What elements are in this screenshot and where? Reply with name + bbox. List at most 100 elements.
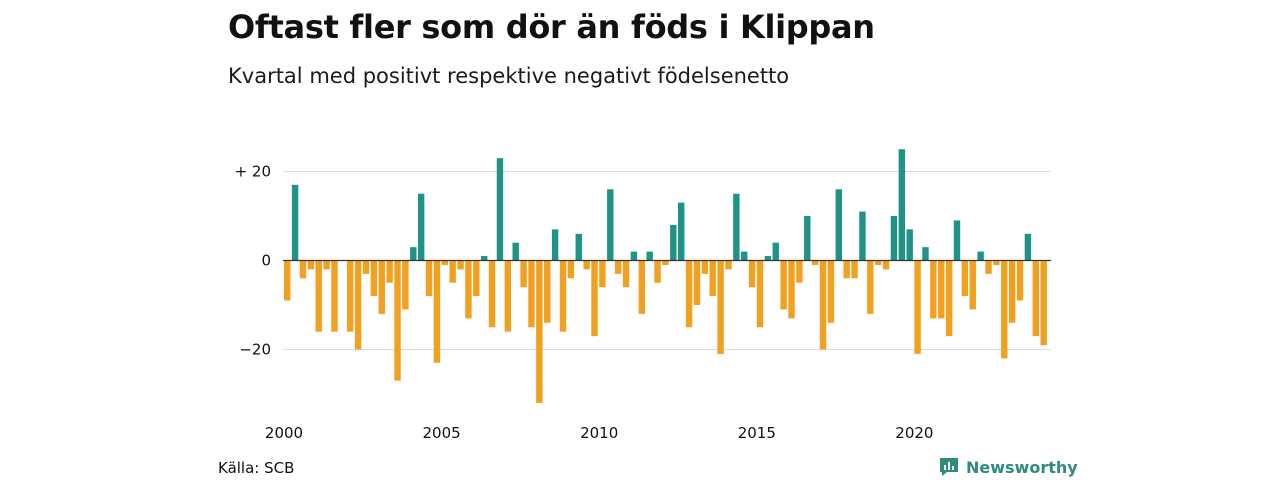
bar [583, 260, 590, 270]
bar [930, 260, 937, 319]
bar [977, 251, 984, 261]
bar [1032, 260, 1039, 337]
bar [638, 260, 645, 314]
bar [796, 260, 803, 283]
y-tick-label: 0 [261, 252, 271, 270]
bar [299, 260, 307, 279]
bar [741, 251, 748, 261]
bar [811, 260, 819, 265]
bar [441, 260, 448, 265]
bar [772, 242, 779, 261]
bar [670, 224, 677, 261]
bar [678, 202, 685, 261]
bar [851, 260, 858, 279]
chart-subtitle: Kvartal med positivt respektive negativt… [228, 64, 790, 88]
bar [859, 211, 866, 261]
bar [544, 260, 551, 323]
bar [599, 260, 606, 288]
source-note: Källa: SCB [218, 459, 295, 477]
bar [496, 158, 504, 261]
chart-title: Oftast fler som dör än föds i Klippan [228, 8, 875, 46]
bar [402, 260, 409, 310]
bar [867, 260, 874, 314]
bar [875, 260, 882, 265]
bar [520, 260, 527, 288]
bar [528, 260, 535, 328]
bar [1040, 260, 1047, 346]
bar [1016, 260, 1024, 301]
bar [504, 260, 512, 332]
bar [591, 260, 598, 337]
bar [788, 260, 795, 319]
bar [1008, 260, 1016, 323]
bar-chart-logo-icon [940, 458, 958, 476]
bar [291, 184, 299, 261]
bar [693, 260, 701, 305]
bar [764, 256, 772, 261]
bar [819, 260, 827, 350]
bar [370, 260, 378, 297]
x-tick-label: 2015 [738, 424, 776, 442]
bar [843, 260, 850, 279]
bar [386, 260, 393, 283]
y-tick-label: + 20 [235, 163, 271, 181]
bar [756, 260, 764, 328]
bar [457, 260, 464, 270]
bar [701, 260, 709, 274]
bar [654, 260, 661, 283]
bar [449, 260, 456, 283]
bar [307, 260, 315, 270]
x-tick-label: 2005 [423, 424, 461, 442]
bar [433, 260, 441, 363]
bar [993, 260, 1000, 265]
bar [607, 189, 614, 261]
x-tick-label: 2000 [265, 424, 303, 442]
bar [481, 256, 488, 261]
x-tick-label: 2020 [895, 424, 933, 442]
bar [945, 260, 953, 337]
bar [284, 260, 291, 301]
bar [953, 220, 961, 261]
bar [906, 229, 913, 261]
bar [890, 216, 898, 261]
bar [630, 251, 638, 261]
bar [914, 260, 921, 354]
bar [567, 260, 575, 279]
bar [662, 260, 669, 265]
bars [283, 149, 1051, 403]
bar [717, 260, 724, 354]
bar [473, 260, 480, 297]
bar [709, 260, 716, 297]
bar [922, 247, 929, 261]
bar [685, 260, 693, 328]
y-tick-label: −20 [239, 341, 271, 359]
brand-logo: Newsworthy [938, 456, 1078, 478]
bar [417, 193, 425, 261]
bar [938, 260, 945, 319]
bar [614, 260, 622, 274]
bar [1024, 233, 1032, 261]
bar [331, 260, 338, 332]
bar [898, 149, 906, 261]
bar [315, 260, 322, 332]
bar [354, 260, 362, 350]
x-tick-label: 2010 [580, 424, 618, 442]
bar [804, 216, 811, 261]
bar [378, 260, 385, 314]
bar [394, 260, 401, 381]
bar [347, 260, 354, 332]
bar [465, 260, 472, 319]
bar [362, 260, 370, 274]
bar [646, 251, 653, 261]
bar [1001, 260, 1008, 359]
bar [488, 260, 496, 328]
bar [536, 260, 543, 403]
bar [780, 260, 787, 310]
bar [985, 260, 992, 274]
bar [425, 260, 433, 297]
bar [882, 260, 890, 270]
bar [733, 193, 740, 261]
bar [410, 247, 417, 261]
bar [575, 233, 582, 261]
